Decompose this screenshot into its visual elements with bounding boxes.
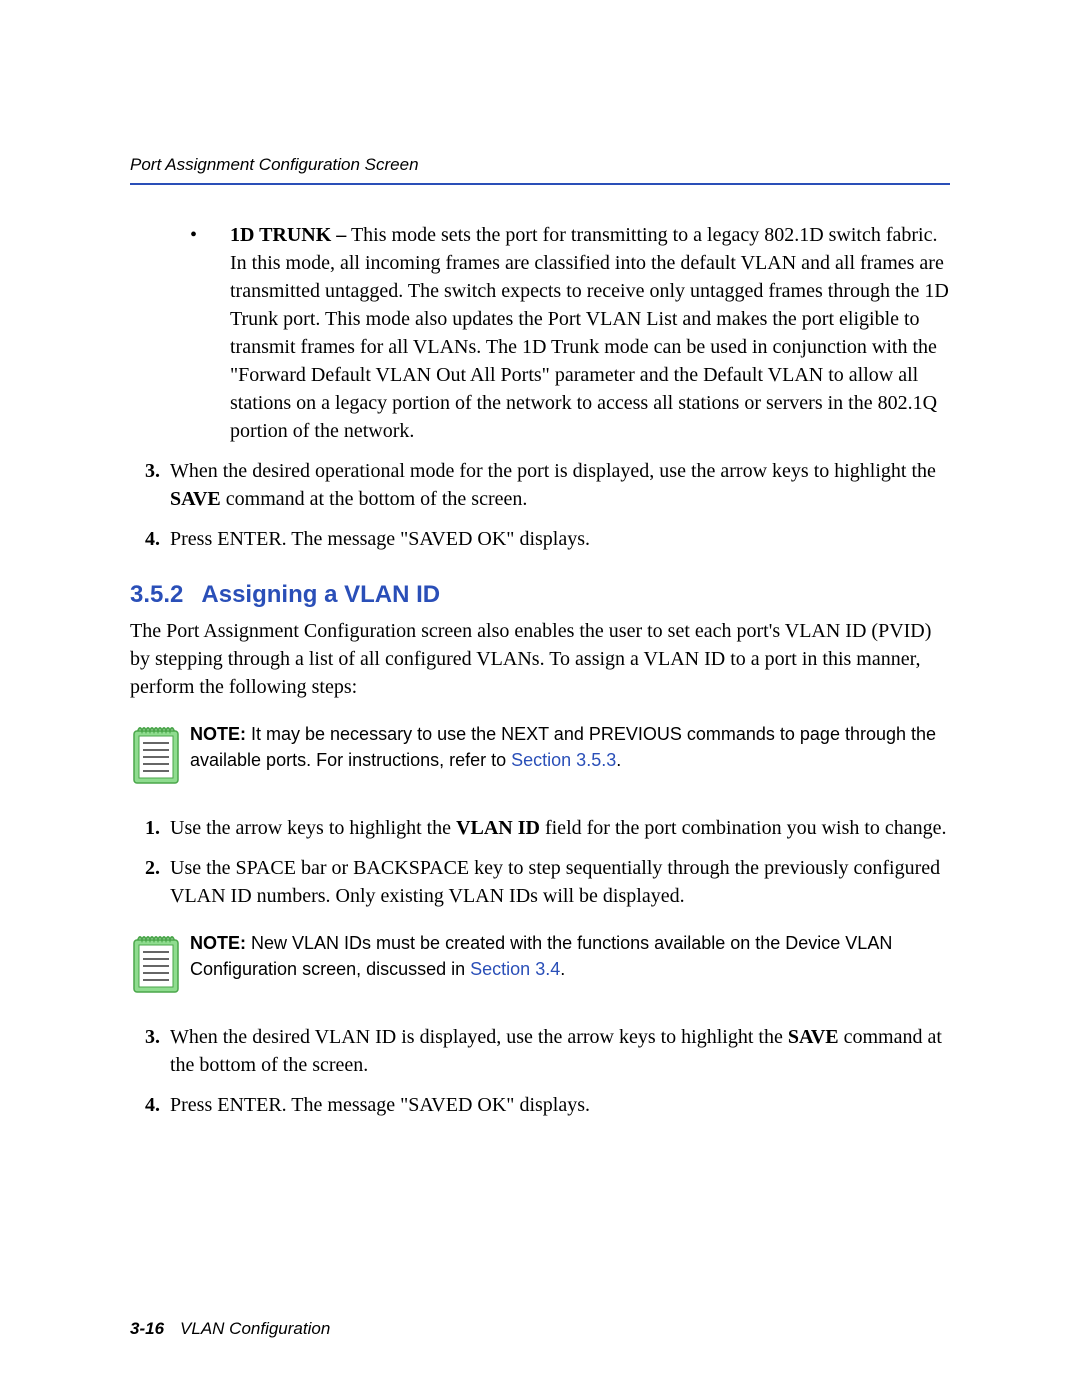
step-3a: 3. When the desired operational mode for… [130, 457, 950, 513]
step-num: 4. [130, 525, 170, 553]
note-icon [130, 719, 190, 790]
step-4a: 4. Press ENTER. The message "SAVED OK" d… [130, 525, 950, 553]
step-1b: 1. Use the arrow keys to highlight the V… [130, 814, 950, 842]
bullet-body: This mode sets the port for transmitting… [230, 224, 949, 442]
step-text: Use the SPACE bar or BACKSPACE key to st… [170, 854, 950, 910]
note-icon [130, 928, 190, 999]
note-text: NOTE: It may be necessary to use the NEX… [190, 719, 950, 773]
bullet-label: 1D TRUNK – [230, 224, 346, 246]
section-heading: 3.5.2 Assigning a VLAN ID [130, 581, 950, 609]
step-2b: 2. Use the SPACE bar or BACKSPACE key to… [130, 854, 950, 910]
step-text: When the desired VLAN ID is displayed, u… [170, 1023, 950, 1079]
step-text: Press ENTER. The message "SAVED OK" disp… [170, 1091, 590, 1119]
note-label: NOTE: [190, 724, 246, 744]
step-3b: 3. When the desired VLAN ID is displayed… [130, 1023, 950, 1079]
step-num: 3. [130, 1023, 170, 1079]
step-text: Press ENTER. The message "SAVED OK" disp… [170, 525, 590, 553]
step-4b: 4. Press ENTER. The message "SAVED OK" d… [130, 1091, 950, 1119]
section-number: 3.5.2 [130, 581, 183, 608]
bullet-text: 1D TRUNK – This mode sets the port for t… [230, 221, 950, 445]
note-label: NOTE: [190, 933, 246, 953]
page-header: Port Assignment Configuration Screen [130, 155, 950, 185]
page-footer: 3-16 VLAN Configuration [130, 1319, 330, 1339]
page-number: 3-16 [130, 1319, 164, 1338]
link-section-34[interactable]: Section 3.4 [470, 959, 560, 979]
note-text: NOTE: New VLAN IDs must be created with … [190, 928, 950, 982]
step-text: Use the arrow keys to highlight the VLAN… [170, 814, 947, 842]
note-1: NOTE: It may be necessary to use the NEX… [130, 719, 950, 790]
intro-paragraph: The Port Assignment Configuration screen… [130, 617, 950, 701]
footer-title: VLAN Configuration [180, 1319, 330, 1338]
step-num: 1. [130, 814, 170, 842]
step-num: 4. [130, 1091, 170, 1119]
step-num: 3. [130, 457, 170, 513]
bullet-1d-trunk: • 1D TRUNK – This mode sets the port for… [170, 221, 950, 445]
note-2: NOTE: New VLAN IDs must be created with … [130, 928, 950, 999]
step-num: 2. [130, 854, 170, 910]
step-text: When the desired operational mode for th… [170, 457, 950, 513]
link-section-353[interactable]: Section 3.5.3 [511, 750, 616, 770]
section-title: Assigning a VLAN ID [201, 581, 440, 608]
bullet-marker: • [170, 221, 230, 445]
